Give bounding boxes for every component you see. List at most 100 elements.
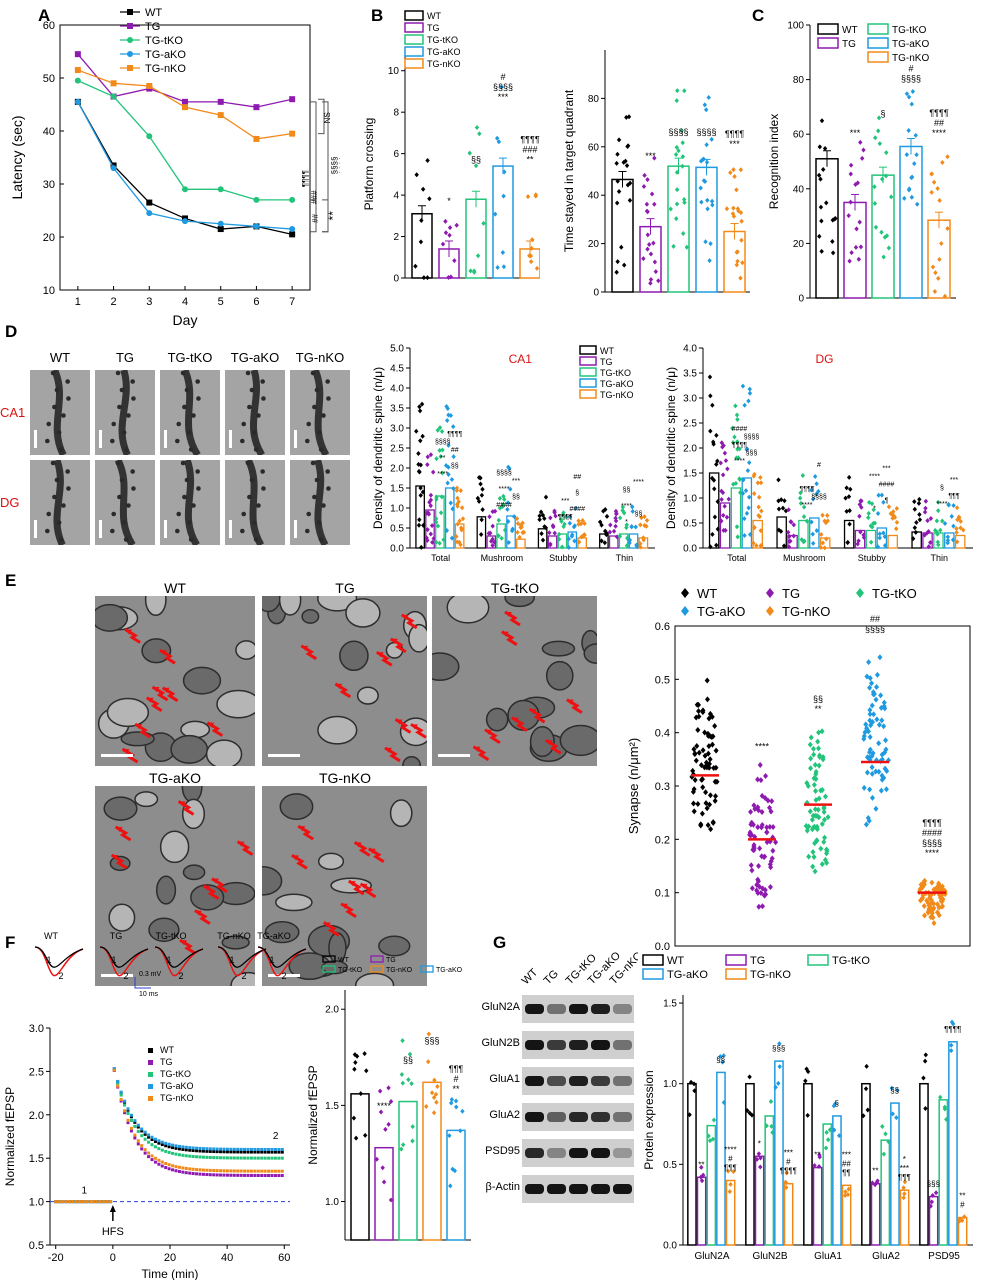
data-point (201, 1172, 205, 1176)
data-point (219, 1173, 223, 1177)
y-tick-label: 3.5 (390, 404, 404, 415)
data-point (399, 1072, 405, 1078)
data-point (823, 1145, 829, 1151)
data-point (819, 531, 824, 537)
data-point (749, 885, 755, 892)
data-point (182, 186, 188, 193)
data-point (449, 535, 455, 541)
data-point (140, 1144, 144, 1148)
data-point (439, 494, 445, 500)
data-point (931, 905, 937, 912)
bar-TG (719, 502, 731, 549)
bar-TG-nKO (841, 1184, 852, 1246)
annotation: *** (512, 478, 520, 485)
data-point (715, 526, 721, 532)
data-point (751, 540, 756, 546)
data-point (883, 786, 889, 793)
data-point (191, 1146, 195, 1150)
y-tick-label: 0.0 (663, 1241, 677, 1252)
annotation: § (940, 485, 944, 492)
data-point (426, 1031, 432, 1037)
data-point (505, 518, 511, 524)
annotation: ### (522, 144, 537, 154)
data-point (548, 515, 553, 521)
data-point (638, 544, 643, 550)
data-point (869, 702, 875, 709)
data-point (455, 503, 460, 509)
data-point (812, 474, 818, 480)
blot-band (613, 1148, 632, 1158)
bar-TG (608, 535, 619, 549)
data-point (748, 808, 754, 815)
panel-label-f: F (5, 933, 16, 952)
data-point (413, 263, 418, 269)
x-tick-label: Stubby (549, 553, 578, 563)
annotation: ## (870, 614, 880, 624)
legend-label: WT (427, 11, 441, 21)
blot-band (547, 1112, 566, 1122)
data-point (922, 1058, 928, 1064)
data-point (460, 516, 466, 522)
data-point (136, 1125, 140, 1129)
trace-marker: 1 (46, 955, 51, 965)
legend-label: WT (667, 955, 684, 967)
data-point (813, 768, 819, 775)
data-point (418, 485, 423, 491)
data-point (836, 1133, 842, 1139)
data-point (212, 1147, 216, 1151)
dendrite-image (30, 370, 90, 455)
data-point (935, 539, 941, 545)
data-point (229, 1173, 233, 1177)
annotation: **** (499, 486, 510, 493)
annotation: ¶¶¶¶ (732, 442, 747, 449)
data-point (208, 1168, 212, 1172)
data-point (858, 139, 863, 145)
micro-col-label: WT (49, 350, 71, 365)
data-point (556, 536, 562, 542)
y-tick-label: 0.6 (655, 621, 670, 633)
data-point (811, 853, 817, 860)
data-point (633, 524, 638, 530)
trace-post (154, 946, 204, 977)
data-point (746, 494, 752, 500)
data-point (712, 778, 718, 785)
data-point (825, 814, 831, 821)
data-point (776, 1080, 781, 1086)
data-point (129, 1118, 133, 1122)
bar-TG-nKO (957, 1216, 968, 1246)
data-point (614, 200, 620, 206)
data-point (868, 539, 874, 545)
em-label: TG (335, 580, 355, 596)
data-point (756, 807, 762, 814)
data-point (755, 480, 761, 486)
data-point (873, 696, 879, 703)
data-point (817, 233, 822, 239)
data-point (123, 1099, 127, 1103)
legend-label: TG-tKO (338, 967, 363, 974)
legend-marker (856, 588, 864, 598)
legend-label: TG-tKO (427, 35, 458, 45)
bracket (310, 101, 317, 201)
data-point (861, 532, 866, 538)
data-point (143, 1132, 147, 1136)
data-point (767, 823, 773, 830)
bar-TG-aKO (446, 1129, 466, 1241)
data-point (133, 1124, 137, 1128)
data-point (133, 1133, 137, 1137)
data-point (881, 723, 887, 730)
data-point (710, 531, 715, 537)
data-point (698, 821, 704, 828)
data-point (813, 776, 819, 783)
annotation: **** (621, 503, 632, 510)
data-point (818, 845, 824, 852)
data-point (424, 1104, 429, 1110)
data-point (743, 488, 749, 494)
bar-TG-tKO (667, 165, 690, 293)
blot-band (525, 1148, 544, 1158)
data-point (478, 481, 483, 487)
data-point (881, 1151, 887, 1157)
data-point (501, 493, 506, 499)
data-point (537, 517, 542, 523)
data-point (425, 157, 430, 163)
data-point (849, 250, 854, 256)
